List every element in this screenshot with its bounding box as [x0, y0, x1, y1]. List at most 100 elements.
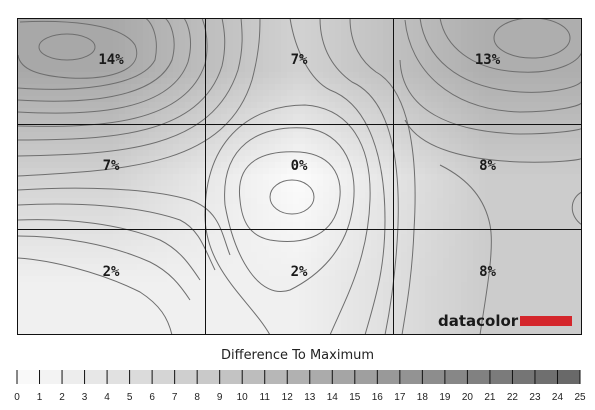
heatmap-pixel	[269, 180, 276, 187]
heatmap-pixel	[89, 300, 96, 307]
heatmap-pixel	[137, 54, 144, 61]
heatmap-pixel	[287, 144, 294, 151]
heatmap-pixel	[317, 276, 324, 283]
heatmap-pixel	[311, 204, 318, 211]
heatmap-pixel	[269, 126, 276, 133]
heatmap-pixel	[557, 102, 564, 109]
heatmap-pixel	[317, 132, 324, 139]
heatmap-pixel	[341, 144, 348, 151]
heatmap-pixel	[395, 126, 402, 133]
heatmap-pixel	[269, 96, 276, 103]
heatmap-pixel	[269, 264, 276, 271]
heatmap-pixel	[299, 306, 306, 313]
heatmap-pixel	[137, 252, 144, 259]
heatmap-pixel	[191, 24, 198, 31]
heatmap-pixel	[503, 192, 510, 199]
heatmap-pixel	[407, 156, 414, 163]
heatmap-pixel	[521, 84, 528, 91]
heatmap-pixel	[341, 90, 348, 97]
heatmap-pixel	[479, 222, 486, 229]
heatmap-pixel	[173, 210, 180, 217]
heatmap-pixel	[425, 306, 432, 313]
heatmap-pixel	[359, 150, 366, 157]
heatmap-pixel	[263, 228, 270, 235]
heatmap-pixel	[131, 36, 138, 43]
heatmap-pixel	[95, 258, 102, 265]
heatmap-pixel	[461, 300, 468, 307]
heatmap-pixel	[167, 96, 174, 103]
heatmap-pixel	[503, 174, 510, 181]
heatmap-pixel	[251, 102, 258, 109]
heatmap-pixel	[455, 66, 462, 73]
heatmap-pixel	[227, 210, 234, 217]
heatmap-pixel	[419, 174, 426, 181]
heatmap-pixel	[461, 240, 468, 247]
heatmap-pixel	[515, 66, 522, 73]
heatmap-pixel	[455, 24, 462, 31]
heatmap-pixel	[53, 282, 60, 289]
heatmap-pixel	[449, 282, 456, 289]
heatmap-pixel	[245, 186, 252, 193]
heatmap-pixel	[539, 162, 546, 169]
heatmap-pixel	[167, 264, 174, 271]
heatmap-pixel	[197, 324, 204, 331]
heatmap-pixel	[71, 138, 78, 145]
heatmap-pixel	[65, 42, 72, 49]
heatmap-pixel	[107, 54, 114, 61]
heatmap-pixel	[29, 324, 36, 331]
heatmap-pixel	[527, 24, 534, 31]
heatmap-pixel	[131, 294, 138, 301]
heatmap-pixel	[125, 204, 132, 211]
heatmap-pixel	[125, 252, 132, 259]
heatmap-pixel	[77, 264, 84, 271]
heatmap-pixel	[473, 294, 480, 301]
heatmap-pixel	[77, 30, 84, 37]
heatmap-pixel	[227, 96, 234, 103]
heatmap-pixel	[95, 150, 102, 157]
heatmap-pixel	[197, 294, 204, 301]
heatmap-pixel	[425, 246, 432, 253]
heatmap-pixel	[431, 72, 438, 79]
heatmap-pixel	[575, 24, 582, 31]
heatmap-pixel	[491, 234, 498, 241]
heatmap-pixel	[185, 258, 192, 265]
heatmap-pixel	[503, 168, 510, 175]
heatmap-pixel	[197, 78, 204, 85]
heatmap-pixel	[35, 276, 42, 283]
heatmap-pixel	[107, 144, 114, 151]
heatmap-pixel	[221, 108, 228, 115]
heatmap-pixel	[437, 300, 444, 307]
heatmap-pixel	[197, 36, 204, 43]
heatmap-pixel	[545, 102, 552, 109]
heatmap-pixel	[413, 192, 420, 199]
heatmap-pixel	[269, 294, 276, 301]
heatmap-pixel	[65, 204, 72, 211]
heatmap-pixel	[461, 216, 468, 223]
heatmap-pixel	[245, 318, 252, 325]
heatmap-pixel	[287, 288, 294, 295]
heatmap-pixel	[215, 222, 222, 229]
heatmap-pixel	[101, 270, 108, 277]
heatmap-pixel	[503, 66, 510, 73]
heatmap-pixel	[281, 54, 288, 61]
heatmap-pixel	[101, 330, 108, 335]
heatmap-pixel	[29, 180, 36, 187]
heatmap-pixel	[77, 108, 84, 115]
heatmap-pixel	[407, 174, 414, 181]
heatmap-pixel	[527, 120, 534, 127]
heatmap-pixel	[461, 114, 468, 121]
heatmap-pixel	[89, 60, 96, 67]
heatmap-pixel	[539, 222, 546, 229]
heatmap-pixel	[305, 204, 312, 211]
heatmap-pixel	[317, 42, 324, 49]
heatmap-pixel	[233, 156, 240, 163]
heatmap-pixel	[47, 132, 54, 139]
heatmap-pixel	[305, 84, 312, 91]
heatmap-pixel	[491, 72, 498, 79]
heatmap-pixel	[569, 174, 576, 181]
heatmap-pixel	[305, 18, 312, 25]
heatmap-pixel	[401, 138, 408, 145]
heatmap-pixel	[575, 300, 582, 307]
heatmap-pixel	[53, 156, 60, 163]
heatmap-pixel	[563, 204, 570, 211]
